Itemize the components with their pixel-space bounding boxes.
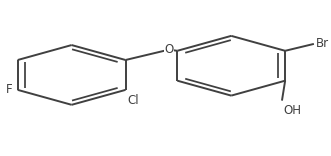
Text: Cl: Cl xyxy=(127,95,139,107)
Text: O: O xyxy=(165,43,174,56)
Text: Br: Br xyxy=(315,37,329,50)
Text: OH: OH xyxy=(284,104,302,117)
Text: F: F xyxy=(6,83,13,96)
